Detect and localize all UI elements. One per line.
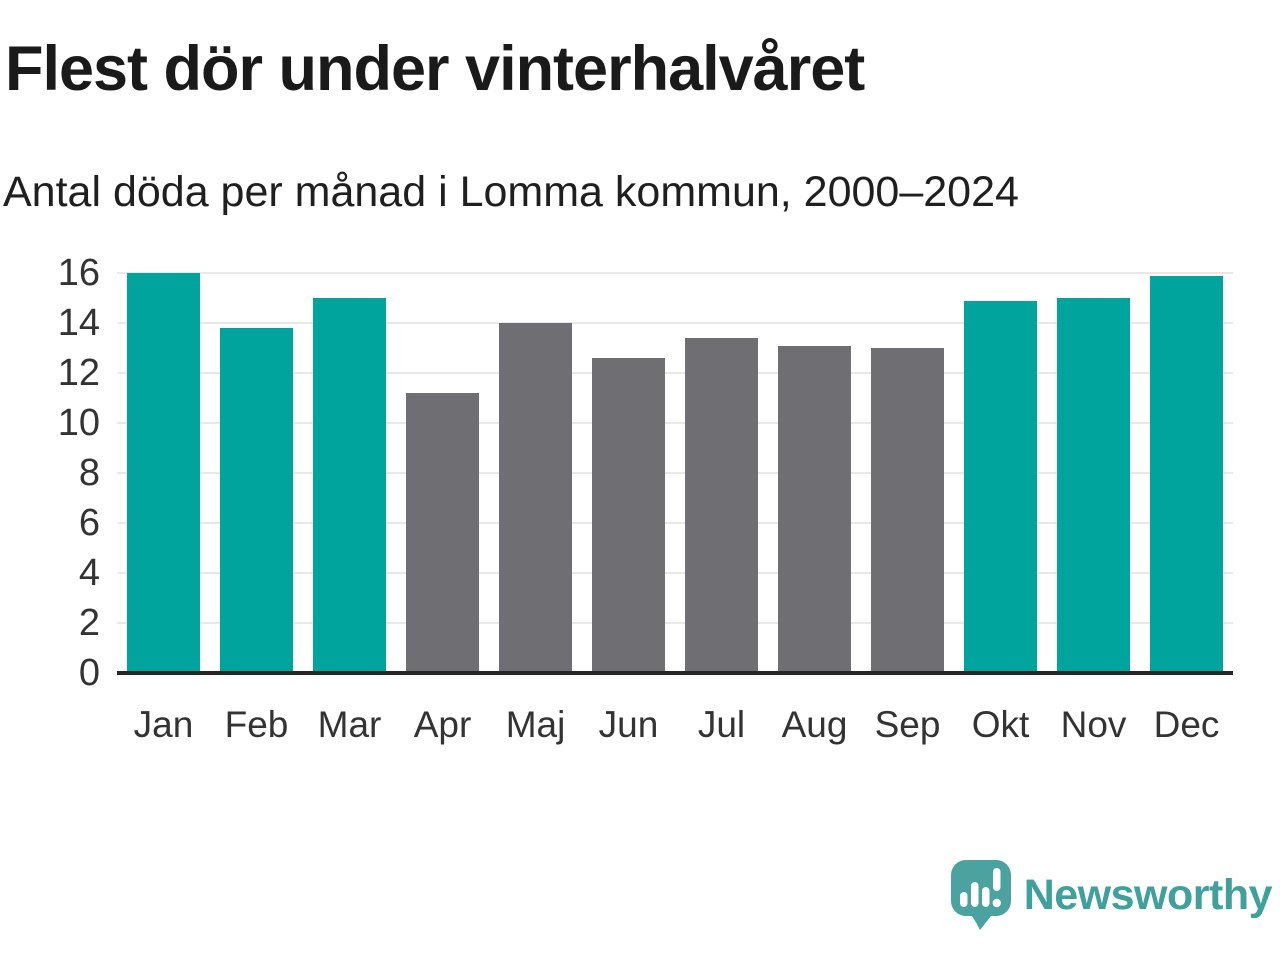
newsworthy-logo-icon — [950, 859, 1012, 931]
x-axis-line — [117, 671, 1233, 675]
x-tick-label-jul: Jul — [697, 704, 746, 745]
bar-feb — [219, 328, 294, 673]
y-tick-label-14: 14 — [57, 302, 100, 344]
x-tick-label-okt: Okt — [971, 704, 1030, 745]
y-tick-label-16: 16 — [57, 252, 100, 294]
bar-aug — [777, 345, 852, 673]
gridline-y6 — [117, 522, 1233, 524]
bar-dec — [1149, 275, 1224, 673]
bar-nov — [1056, 298, 1131, 673]
brand-name: Newsworthy — [1023, 870, 1273, 919]
y-tick-label-2: 2 — [78, 602, 100, 644]
bar-jan — [126, 273, 201, 673]
bar-jul — [684, 338, 759, 673]
gridline-y4 — [117, 572, 1233, 574]
brand-footer: Newsworthy — [950, 858, 1273, 932]
gridline-y16 — [117, 272, 1233, 274]
bar-mar — [312, 298, 387, 673]
chart-subtitle: Antal döda per månad i Lomma kommun, 200… — [3, 168, 1019, 216]
gridline-y10 — [117, 422, 1233, 424]
bar-jun — [591, 358, 666, 673]
y-tick-label-0: 0 — [78, 652, 100, 694]
y-tick-label-10: 10 — [57, 402, 100, 444]
y-tick-label-6: 6 — [78, 502, 100, 544]
gridline-y14 — [117, 322, 1233, 324]
x-tick-label-mar: Mar — [317, 704, 382, 745]
bar-maj — [498, 323, 573, 673]
x-tick-label-aug: Aug — [781, 704, 848, 745]
x-tick-label-jun: Jun — [598, 704, 659, 745]
x-tick-label-apr: Apr — [413, 704, 472, 745]
bar-apr — [405, 393, 480, 673]
y-tick-label-4: 4 — [78, 552, 100, 594]
gridline-y2 — [117, 622, 1233, 624]
gridline-y12 — [117, 372, 1233, 374]
x-tick-label-feb: Feb — [224, 704, 289, 745]
y-tick-label-8: 8 — [78, 452, 100, 494]
y-tick-label-12: 12 — [57, 352, 100, 394]
gridline-y8 — [117, 472, 1233, 474]
bar-okt — [963, 300, 1038, 673]
plot-area — [117, 272, 1233, 675]
chart-title: Flest dör under vinterhalvåret — [5, 34, 865, 104]
x-tick-label-dec: Dec — [1153, 704, 1220, 745]
x-tick-label-maj: Maj — [505, 704, 566, 745]
x-tick-label-jan: Jan — [133, 704, 194, 745]
x-tick-label-sep: Sep — [874, 704, 941, 745]
x-tick-label-nov: Nov — [1060, 704, 1127, 745]
bar-sep — [870, 348, 945, 673]
